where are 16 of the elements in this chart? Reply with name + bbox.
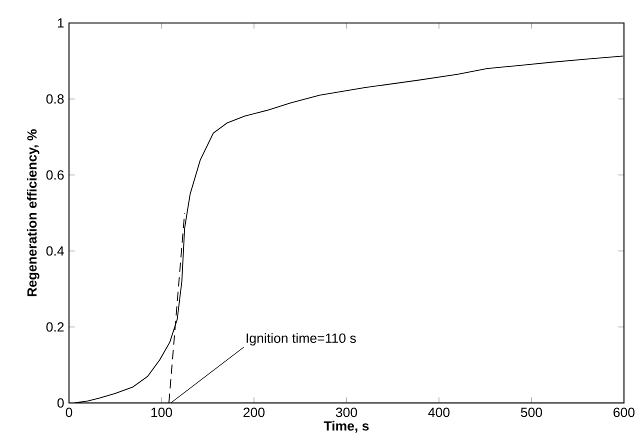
x-tick-label: 0	[66, 408, 72, 418]
y-tick-label: 0	[57, 398, 64, 408]
y-tick-label: 0.4	[46, 246, 64, 256]
x-axis-title: Time, s	[324, 420, 369, 433]
x-tick-label: 200	[244, 408, 265, 418]
y-tick-label: 0.6	[46, 170, 64, 180]
y-tick-label: 1	[58, 18, 64, 28]
x-tick-label: 400	[428, 408, 450, 418]
x-tick-label: 500	[520, 408, 542, 418]
x-tick-label: 100	[151, 408, 172, 418]
y-tick-label: 0.8	[46, 94, 64, 104]
x-tick-label: 600	[614, 408, 635, 418]
x-tick-label: 300	[336, 408, 358, 418]
y-axis-title: Regeneration efficiency, %	[26, 129, 40, 296]
annotation: Ignition time=110 s	[246, 333, 356, 346]
y-tick-label: 0.2	[46, 322, 64, 332]
